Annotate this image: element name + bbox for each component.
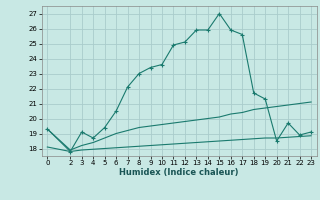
X-axis label: Humidex (Indice chaleur): Humidex (Indice chaleur) <box>119 168 239 177</box>
